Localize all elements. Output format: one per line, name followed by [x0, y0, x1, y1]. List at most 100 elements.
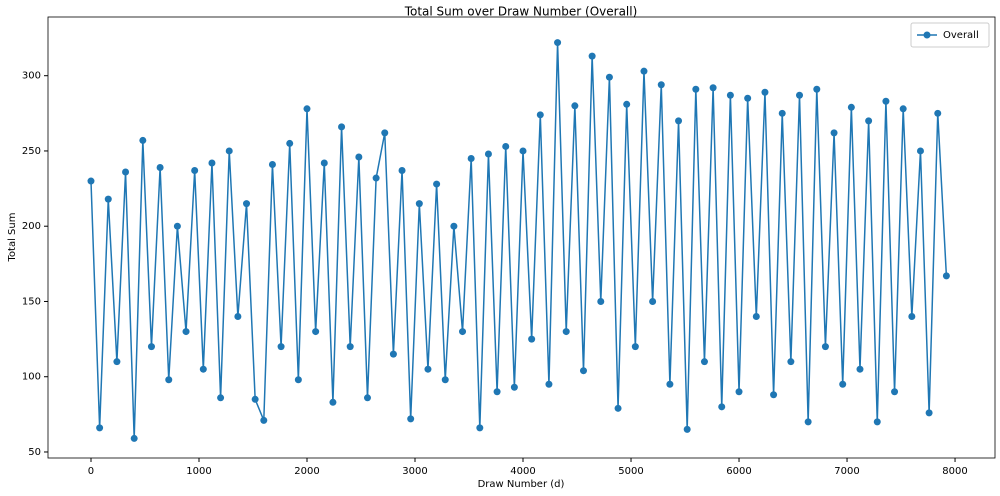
- point-marker: [770, 391, 778, 399]
- point-marker: [942, 272, 950, 280]
- point-marker: [104, 195, 112, 203]
- point-marker: [243, 200, 251, 208]
- x-tick-label: 7000: [834, 466, 859, 477]
- y-tick-label: 300: [22, 71, 41, 82]
- point-marker: [571, 102, 579, 110]
- point-marker: [640, 67, 648, 75]
- point-marker: [796, 91, 804, 99]
- point-marker: [510, 383, 518, 391]
- y-tick-label: 50: [28, 447, 41, 458]
- point-marker: [346, 343, 354, 351]
- point-marker: [700, 358, 708, 366]
- point-marker: [588, 52, 596, 60]
- point-marker: [718, 403, 726, 411]
- x-tick-label: 2000: [294, 466, 319, 477]
- point-marker: [614, 404, 622, 412]
- point-marker: [752, 313, 760, 321]
- point-marker: [891, 388, 899, 396]
- point-marker: [726, 91, 734, 99]
- point-marker: [433, 180, 441, 188]
- point-marker: [709, 84, 717, 92]
- point-marker: [234, 313, 242, 321]
- point-marker: [692, 85, 700, 93]
- point-marker: [484, 150, 492, 158]
- point-marker: [251, 395, 259, 403]
- point-marker: [156, 164, 164, 172]
- x-axis-label: Draw Number (d): [478, 479, 565, 490]
- point-marker: [294, 376, 302, 384]
- point-marker: [191, 167, 199, 175]
- point-marker: [476, 424, 484, 432]
- point-marker: [821, 343, 829, 351]
- x-tick-label: 8000: [942, 466, 967, 477]
- point-marker: [450, 222, 458, 230]
- point-marker: [424, 365, 432, 373]
- point-marker: [260, 416, 268, 424]
- point-marker: [554, 39, 562, 47]
- point-marker: [329, 398, 337, 406]
- point-marker: [407, 415, 415, 423]
- point-marker: [804, 418, 812, 426]
- point-marker: [389, 350, 397, 358]
- point-marker: [173, 222, 181, 230]
- point-marker: [813, 85, 821, 93]
- point-marker: [208, 159, 216, 167]
- point-marker: [830, 129, 838, 137]
- point-marker: [165, 376, 173, 384]
- point-marker: [130, 434, 138, 442]
- x-tick-label: 1000: [186, 466, 211, 477]
- point-marker: [649, 297, 657, 305]
- point-marker: [865, 117, 873, 125]
- point-marker: [122, 168, 130, 176]
- point-marker: [303, 105, 311, 113]
- point-marker: [666, 380, 674, 388]
- point-marker: [320, 159, 328, 167]
- point-marker: [139, 136, 147, 144]
- point-marker: [286, 139, 294, 147]
- point-marker: [225, 147, 233, 155]
- point-marker: [787, 358, 795, 366]
- point-marker: [873, 418, 881, 426]
- point-marker: [96, 424, 104, 432]
- point-marker: [761, 88, 769, 96]
- point-marker: [363, 394, 371, 402]
- series-line: [90, 42, 948, 439]
- point-marker: [372, 174, 380, 182]
- point-marker: [338, 123, 346, 131]
- point-marker: [744, 94, 752, 102]
- point-marker: [934, 109, 942, 117]
- point-marker: [908, 313, 916, 321]
- point-marker: [519, 147, 527, 155]
- point-marker: [856, 365, 864, 373]
- point-marker: [579, 367, 587, 375]
- point-marker: [147, 343, 155, 351]
- chart-title: Total Sum over Draw Number (Overall): [404, 5, 638, 19]
- point-marker: [683, 425, 691, 433]
- point-marker: [312, 328, 320, 336]
- legend-box: [910, 22, 990, 48]
- point-marker: [735, 388, 743, 396]
- point-marker: [536, 111, 544, 119]
- point-marker: [381, 129, 389, 137]
- point-marker: [217, 394, 225, 402]
- point-marker: [675, 117, 683, 125]
- point-marker: [113, 358, 121, 366]
- x-tick-label: 6000: [726, 466, 751, 477]
- y-tick-label: 150: [22, 296, 41, 307]
- point-marker: [493, 388, 501, 396]
- y-tick-label: 100: [22, 372, 41, 383]
- point-marker: [916, 147, 924, 155]
- point-marker: [562, 328, 570, 336]
- point-marker: [87, 177, 95, 185]
- point-marker: [415, 200, 423, 208]
- plot-frame: [47, 16, 996, 459]
- x-tick-label: 3000: [402, 466, 427, 477]
- point-marker: [882, 97, 890, 105]
- point-marker: [502, 142, 510, 150]
- point-marker: [528, 335, 536, 343]
- point-marker: [277, 343, 285, 351]
- point-marker: [778, 109, 786, 117]
- y-axis-label: Total Sum: [7, 213, 18, 263]
- point-marker: [847, 103, 855, 111]
